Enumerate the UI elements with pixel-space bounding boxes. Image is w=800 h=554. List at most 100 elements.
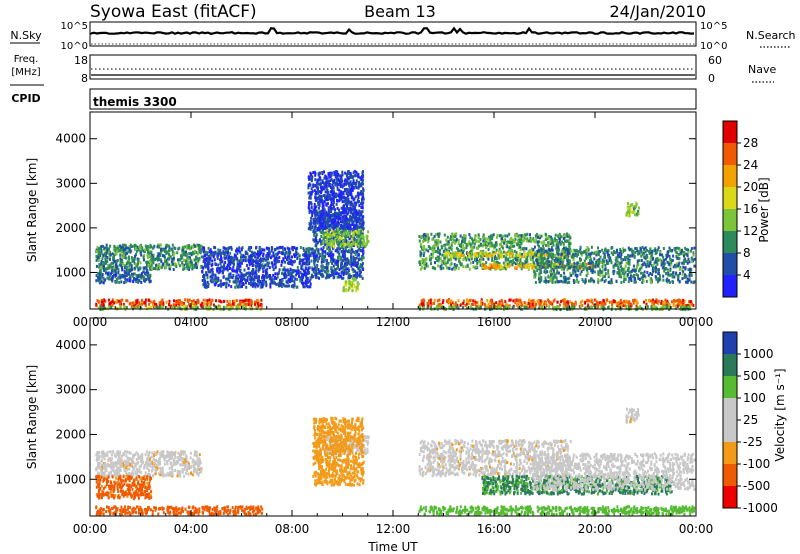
- data-point-3: [566, 305, 569, 309]
- data-point-0: [219, 299, 221, 303]
- data-point-10: [566, 239, 569, 243]
- data-point-8: [335, 229, 338, 233]
- data-point-4: [143, 266, 146, 270]
- data-point-0: [186, 298, 189, 302]
- data-point-10: [503, 250, 505, 254]
- data-point-4: [196, 243, 199, 247]
- data-point-10: [448, 267, 451, 271]
- data-point-10: [511, 241, 514, 244]
- data-point-10: [454, 235, 457, 238]
- data-point-6: [291, 277, 294, 281]
- data-point-2: [523, 301, 526, 304]
- data-point-0: [205, 298, 208, 302]
- data-point-10: [526, 232, 529, 236]
- data-point-4: [152, 267, 155, 270]
- data-point-10: [556, 244, 559, 248]
- data-point-7: [354, 233, 357, 237]
- data-point-5: [111, 276, 114, 280]
- data-point-11: [454, 254, 457, 258]
- data-point-2: [465, 302, 468, 306]
- data-point-10: [518, 239, 521, 243]
- data-point-8: [340, 230, 343, 234]
- data-point-1: [244, 305, 247, 309]
- data-point-11: [468, 254, 471, 258]
- data-point-10: [540, 262, 543, 266]
- data-point-7: [351, 267, 354, 271]
- data-point-7: [330, 250, 333, 254]
- data-point-6: [269, 282, 272, 286]
- data-point-0: [258, 301, 261, 305]
- data-point-5: [136, 277, 139, 281]
- data-point-4: [98, 247, 100, 251]
- data-point-5: [95, 274, 98, 278]
- data-point-2: [497, 303, 500, 307]
- data-point-8: [343, 232, 346, 236]
- data-point-6: [302, 285, 305, 289]
- data-point-11: [446, 255, 449, 259]
- data-point-2: [526, 303, 529, 307]
- data-point-10: [489, 237, 492, 241]
- data-point-4: [97, 259, 100, 262]
- data-point-13: [642, 251, 645, 255]
- data-point-4: [96, 245, 99, 249]
- data-point-3: [681, 305, 684, 309]
- data-point-4: [182, 258, 185, 262]
- data-point-6: [290, 259, 293, 263]
- data-point-2: [528, 298, 531, 302]
- data-point-10: [447, 258, 450, 262]
- data-point-6: [276, 275, 279, 279]
- data-point-10: [431, 255, 434, 259]
- data-point-6: [263, 278, 266, 282]
- data-point-7: [343, 252, 346, 256]
- data-point-2: [556, 300, 559, 304]
- data-point-4: [200, 244, 203, 248]
- data-point-10: [423, 266, 426, 270]
- data-point-4: [173, 258, 175, 262]
- data-point-10: [463, 240, 466, 244]
- data-point-0: [132, 304, 135, 308]
- data-point-7: [340, 255, 343, 259]
- data-point-13: [542, 262, 545, 266]
- data-point-7: [316, 263, 319, 267]
- data-point-6: [227, 246, 230, 250]
- data-point-7: [337, 257, 340, 261]
- data-point-6: [241, 278, 243, 282]
- data-point-4: [168, 246, 171, 250]
- data-point-2: [543, 302, 546, 306]
- data-point-0: [158, 301, 161, 305]
- data-point-10: [509, 241, 512, 244]
- data-point-10: [468, 267, 471, 271]
- data-point-2: [440, 304, 443, 308]
- data-point-2: [676, 304, 679, 308]
- data-point-10: [450, 235, 452, 238]
- data-point-4: [129, 243, 132, 247]
- data-point-6: [283, 266, 286, 270]
- data-point-6: [271, 261, 273, 265]
- data-point-2: [690, 300, 692, 304]
- data-point-5: [149, 279, 152, 283]
- data-point-2: [622, 303, 625, 307]
- data-point-10: [462, 265, 465, 269]
- data-point-10: [503, 239, 506, 242]
- data-point-0: [253, 300, 256, 304]
- data-point-2: [613, 299, 616, 303]
- data-point-10: [568, 241, 571, 245]
- data-point-6: [283, 276, 286, 279]
- data-point-2: [579, 301, 582, 305]
- data-point-0: [247, 303, 250, 306]
- data-point-7: [352, 212, 354, 216]
- data-point-2: [560, 300, 563, 303]
- data-point-0: [144, 298, 147, 302]
- data-point-4: [134, 254, 137, 258]
- data-point-5: [138, 279, 141, 283]
- data-point-7: [313, 239, 316, 243]
- data-point-2: [602, 302, 605, 306]
- data-point-5: [117, 271, 120, 275]
- data-point-6: [304, 273, 307, 277]
- data-point-10: [551, 241, 554, 245]
- data-point-3: [652, 306, 655, 310]
- data-point-10: [466, 256, 469, 260]
- data-point-2: [462, 301, 465, 305]
- data-point-6: [277, 246, 280, 250]
